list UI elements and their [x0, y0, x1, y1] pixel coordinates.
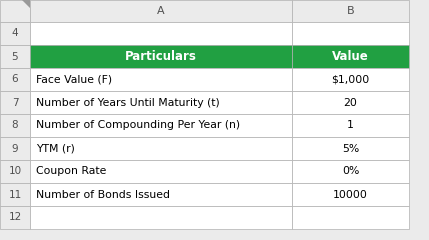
Bar — [0, 0, 30, 22]
Bar — [292, 0, 409, 22]
Bar — [292, 206, 409, 229]
Bar — [0, 137, 30, 160]
Text: 8: 8 — [12, 120, 18, 131]
Text: Particulars: Particulars — [125, 50, 197, 63]
Bar — [0, 183, 30, 206]
Text: 12: 12 — [9, 212, 21, 222]
Bar — [30, 206, 292, 229]
Bar — [292, 22, 409, 45]
Bar — [30, 91, 292, 114]
Bar — [292, 45, 409, 68]
Text: YTM (r): YTM (r) — [36, 144, 75, 154]
Bar — [30, 68, 292, 91]
Text: 20: 20 — [344, 97, 357, 108]
Bar — [30, 183, 292, 206]
Bar — [0, 68, 30, 91]
Bar — [30, 160, 292, 183]
Bar — [0, 160, 30, 183]
Polygon shape — [22, 0, 30, 8]
Text: Face Value (F): Face Value (F) — [36, 74, 112, 84]
Text: Number of Compounding Per Year (n): Number of Compounding Per Year (n) — [36, 120, 240, 131]
Bar — [30, 137, 292, 160]
Text: 5: 5 — [12, 52, 18, 61]
Bar — [30, 114, 292, 137]
Bar — [292, 114, 409, 137]
Bar — [0, 45, 30, 68]
Text: 10000: 10000 — [333, 190, 368, 199]
Text: 6: 6 — [12, 74, 18, 84]
Text: 9: 9 — [12, 144, 18, 154]
Bar — [30, 22, 292, 45]
Bar — [0, 206, 30, 229]
Bar — [292, 91, 409, 114]
Text: Number of Bonds Issued: Number of Bonds Issued — [36, 190, 170, 199]
Bar — [0, 22, 30, 45]
Bar — [292, 160, 409, 183]
Text: 7: 7 — [12, 97, 18, 108]
Bar — [30, 45, 292, 68]
Text: Value: Value — [332, 50, 369, 63]
Bar — [292, 68, 409, 91]
Text: 10: 10 — [9, 167, 21, 176]
Text: 4: 4 — [12, 29, 18, 38]
Bar — [30, 0, 292, 22]
Text: 11: 11 — [9, 190, 21, 199]
Text: A: A — [157, 6, 165, 16]
Text: B: B — [347, 6, 354, 16]
Text: Coupon Rate: Coupon Rate — [36, 167, 106, 176]
Bar — [0, 114, 30, 137]
Text: 5%: 5% — [342, 144, 359, 154]
Bar — [0, 91, 30, 114]
Text: 1: 1 — [347, 120, 354, 131]
Bar — [292, 183, 409, 206]
Text: $1,000: $1,000 — [331, 74, 370, 84]
Text: Number of Years Until Maturity (t): Number of Years Until Maturity (t) — [36, 97, 220, 108]
Bar — [292, 137, 409, 160]
Text: 0%: 0% — [342, 167, 359, 176]
